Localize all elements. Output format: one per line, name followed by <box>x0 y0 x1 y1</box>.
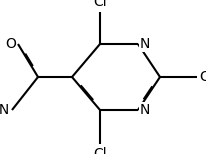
Text: O: O <box>5 37 16 51</box>
Text: N: N <box>140 37 150 51</box>
Text: Cl: Cl <box>93 0 107 9</box>
Text: H₂N: H₂N <box>0 103 10 117</box>
Text: N: N <box>140 103 150 117</box>
Text: CH₃: CH₃ <box>199 70 206 84</box>
Text: Cl: Cl <box>93 147 107 154</box>
